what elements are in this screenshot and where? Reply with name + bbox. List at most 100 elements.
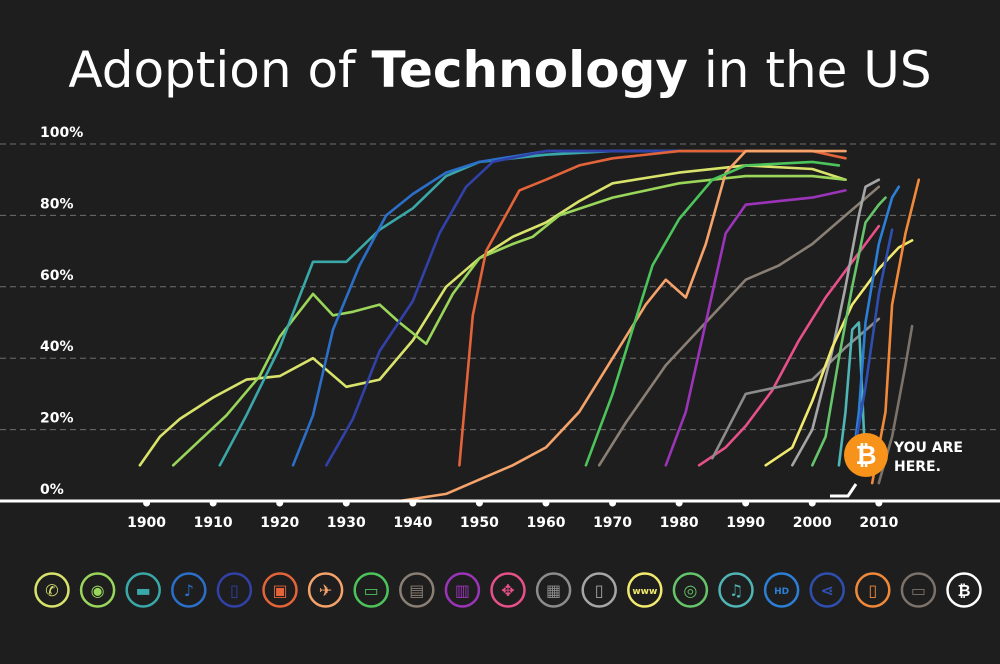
x-tick-mark (609, 499, 617, 507)
svg-text:HD: HD (774, 587, 789, 597)
x-tick-label: 1900 (127, 515, 166, 531)
internet-icon: www (627, 572, 663, 608)
x-tick-mark (209, 499, 217, 507)
x-tick-label: 2000 (793, 515, 832, 531)
series-line (850, 185, 901, 467)
series-line (790, 178, 881, 467)
x-tick-mark (342, 499, 350, 507)
svg-text:▯: ▯ (868, 581, 877, 600)
microwave-icon: ▥ (444, 572, 481, 608)
x-tick-label: 1910 (194, 515, 233, 531)
telephone-icon: ✆ (34, 572, 70, 608)
svg-text:◉: ◉ (91, 581, 105, 600)
x-tick-mark (276, 499, 284, 507)
series-line (458, 149, 847, 467)
series-line (324, 149, 681, 467)
y-tick-label: 40% (40, 339, 74, 355)
svg-text:✈: ✈ (319, 581, 332, 600)
svg-text:▦: ▦ (546, 581, 561, 600)
svg-text:▥: ▥ (455, 581, 470, 600)
x-tick-mark (808, 499, 816, 507)
x-tick-label: 1980 (660, 515, 699, 531)
grid (0, 143, 1000, 431)
y-tick-label: 100% (40, 125, 83, 141)
page-title: Adoption of Technology in the US (0, 38, 1000, 102)
series-line (664, 189, 847, 467)
series-line (597, 185, 881, 467)
series-line (584, 160, 841, 467)
credit-card-icon: ▤ (399, 572, 435, 608)
icon-legend: ✆ ◉ ▬ ♪ ▯ ▣ ✈ ▭ ▤ ▥ ✥ ▦ ▯ www ◎ ♫ HD ⋖ ▯ ▭ ₿ (34, 572, 982, 608)
x-tick-label: 1920 (260, 515, 299, 531)
x-tick-mark (875, 499, 883, 507)
you-are-here-callout: ₿ YOU ARE HERE. (830, 433, 963, 498)
callout-line-1: YOU ARE (893, 440, 963, 456)
airplane-icon: ✈ (307, 572, 344, 608)
video-game-icon: ✥ (490, 572, 526, 608)
bitcoin-icon: ₿ (946, 572, 982, 608)
svg-text:▭: ▭ (911, 581, 926, 600)
x-tick-mark (475, 499, 483, 507)
svg-text:✥: ✥ (501, 581, 514, 600)
hdtv-icon: HD (763, 572, 800, 608)
color-tv-icon: ▭ (353, 572, 389, 608)
series-line (810, 196, 887, 467)
svg-text:▭: ▭ (364, 581, 379, 600)
radio-microphone-icon: ♪ (171, 572, 207, 608)
bitcoin-symbol: ₿ (855, 441, 876, 471)
tablet-icon: ▭ (900, 572, 937, 608)
title-emphasis: Technology (371, 41, 688, 99)
svg-text:▯: ▯ (595, 581, 604, 600)
social-media-icon: ⋖ (809, 572, 845, 608)
x-tick-label: 1990 (726, 515, 765, 531)
svg-text:▣: ▣ (272, 581, 287, 600)
svg-text:♫: ♫ (729, 581, 743, 600)
series-line (764, 239, 914, 467)
refrigerator-icon: ▯ (216, 572, 253, 608)
series-line (870, 178, 921, 485)
x-tick-label: 1930 (327, 515, 366, 531)
svg-text:♪: ♪ (184, 581, 194, 600)
svg-text:⋖: ⋖ (820, 581, 833, 600)
smartphone-icon: ▯ (855, 572, 891, 608)
television-icon: ▣ (262, 572, 298, 608)
light-bulb-icon: ◉ (79, 572, 116, 608)
y-tick-label: 80% (40, 196, 74, 212)
x-tick-label: 1950 (460, 515, 499, 531)
computer-icon: ▦ (535, 572, 572, 608)
svg-text:✆: ✆ (45, 581, 58, 600)
callout-line-2: HERE. (894, 459, 941, 475)
y-axis: 0% 20% 40% 60% 80% 100% (40, 125, 83, 498)
series-line (398, 149, 847, 503)
mp3-player-icon: ♫ (718, 572, 754, 608)
x-tick-mark (675, 499, 683, 507)
svg-text:▤: ▤ (409, 581, 424, 600)
y-tick-label: 20% (40, 411, 74, 427)
svg-text:www: www (632, 587, 657, 597)
y-tick-label: 60% (40, 268, 74, 284)
svg-text:▯: ▯ (230, 581, 239, 600)
cell-phone-icon: ▯ (581, 572, 617, 608)
bitcoin-icon (844, 433, 888, 477)
callout-pointer (830, 483, 858, 498)
x-tick-mark (742, 499, 750, 507)
y-tick-label: 0% (40, 482, 64, 498)
svg-text:₿: ₿ (957, 581, 970, 600)
x-tick-label: 1970 (593, 515, 632, 531)
title-part: Adoption of (68, 41, 372, 99)
title-part: in the US (687, 41, 932, 99)
series-group (138, 149, 921, 503)
svg-text:◎: ◎ (683, 581, 697, 600)
x-tick-mark (143, 499, 151, 507)
car-icon: ▬ (125, 572, 161, 608)
x-tick-label: 2010 (859, 515, 898, 531)
series-line (291, 149, 681, 467)
x-tick-label: 1960 (527, 515, 566, 531)
x-tick-mark (409, 499, 417, 507)
x-tick-label: 1940 (393, 515, 432, 531)
series-line (138, 164, 847, 467)
x-tick-mark (542, 499, 550, 507)
x-axis: 1900 1910 1920 1930 1940 1950 1960 1970 1980 1990… (0, 499, 1000, 531)
